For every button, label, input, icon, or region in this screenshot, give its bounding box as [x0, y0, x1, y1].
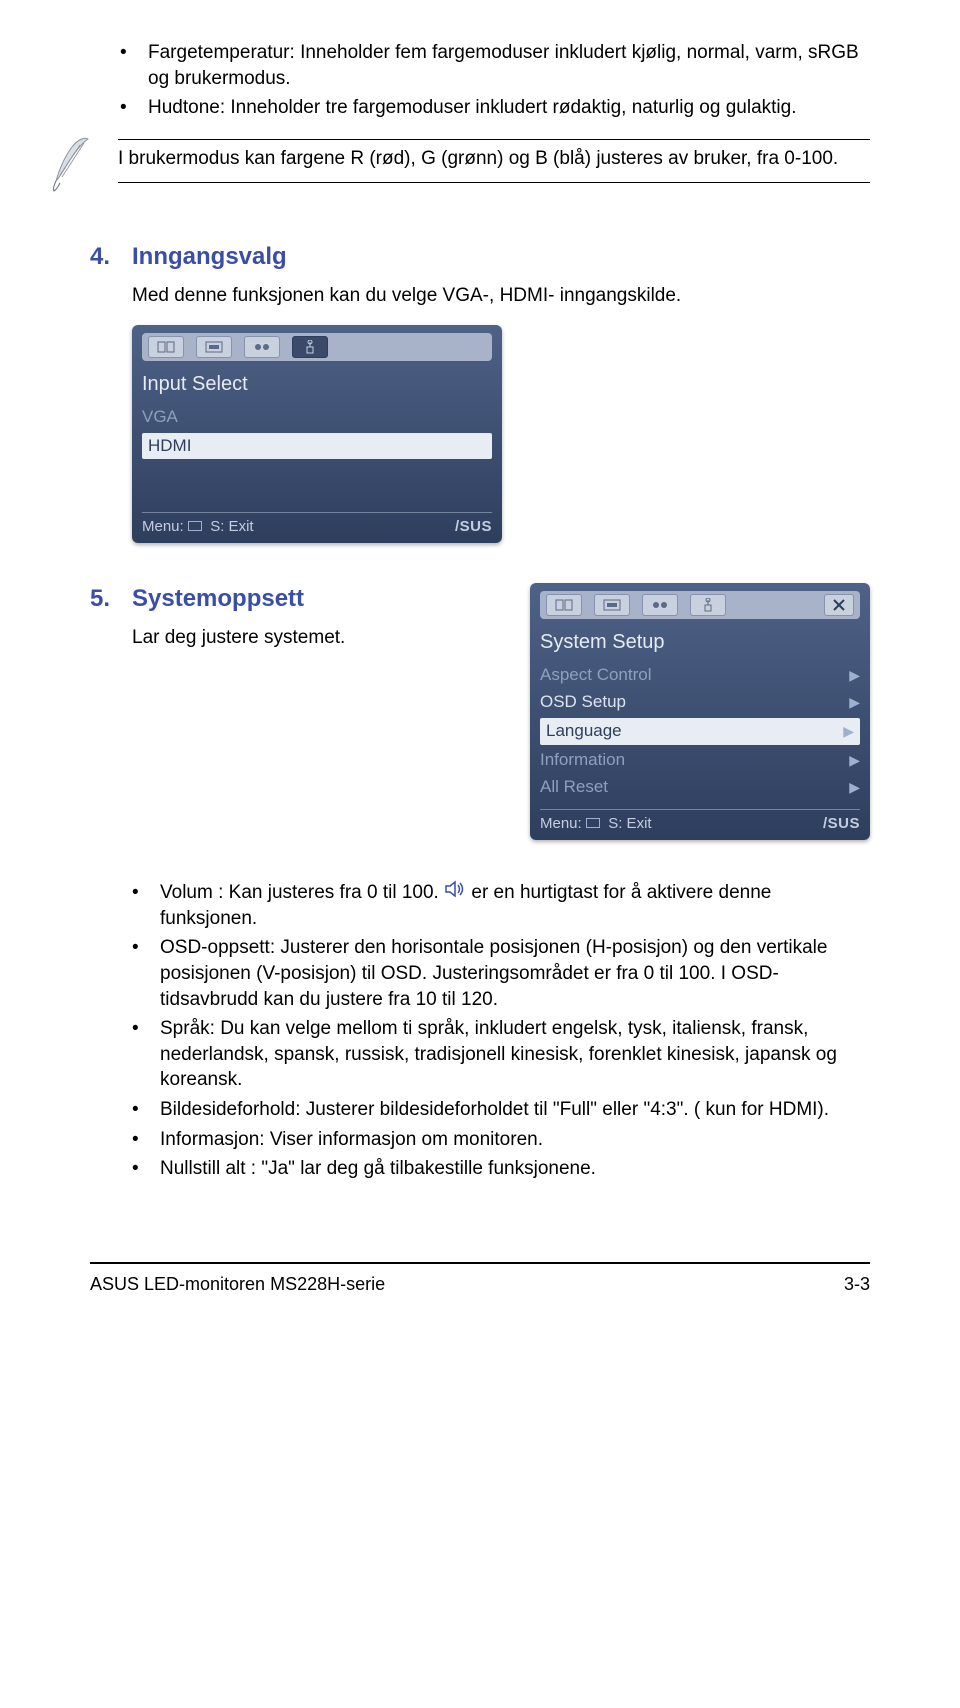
osd-item: Language▶	[540, 718, 860, 745]
osd-exit-label: S: Exit	[210, 518, 253, 535]
osd-tab-icon	[148, 336, 184, 358]
list-item: Informasjon: Viser informasjon om monito…	[132, 1127, 870, 1153]
note-block: I brukermodus kan fargene R (rød), G (gr…	[50, 139, 870, 201]
osd-menu-label: Menu:	[540, 815, 582, 832]
osd-tab-icon	[690, 594, 726, 616]
arrow-icon: ▶	[843, 722, 854, 741]
speaker-icon	[444, 880, 466, 906]
osd-tab-icon	[546, 594, 582, 616]
osd-tab-icon	[292, 336, 328, 358]
section5-heading: 5.Systemoppsett	[90, 583, 500, 615]
osd-footer: Menu: S: Exit /SUS	[540, 809, 860, 834]
osd-tab-row	[142, 333, 492, 361]
osd-tab-icon	[642, 594, 678, 616]
osd-menu-label: Menu:	[142, 518, 184, 535]
arrow-icon: ▶	[849, 666, 860, 685]
osd-close-icon	[824, 594, 854, 616]
arrow-icon: ▶	[849, 778, 860, 797]
page-footer: ASUS LED-monitoren MS228H-serie 3-3	[90, 1262, 870, 1296]
osd-panel-input: Input Select VGAHDMI Menu: S: Exit /SUS	[132, 325, 502, 543]
bottom-bullet-list: Volum : Kan justeres fra 0 til 100. er e…	[90, 880, 870, 1182]
section4-num: 4.	[90, 241, 132, 273]
list-item: OSD-oppsett: Justerer den horisontale po…	[132, 935, 870, 1012]
osd-item: VGA	[142, 404, 492, 431]
list-item: Språk: Du kan velge mellom ti språk, ink…	[132, 1016, 870, 1093]
top-bullet-list: Fargetemperatur: Inneholder fem fargemod…	[90, 40, 870, 121]
bullet-text: Volum : Kan justeres fra 0 til 100.	[160, 882, 444, 903]
list-item: Hudtone: Inneholder tre fargemoduser ink…	[120, 95, 870, 121]
section4-title: Inngangsvalg	[132, 243, 287, 270]
list-item: Nullstill alt : "Ja" lar deg gå tilbakes…	[132, 1156, 870, 1182]
osd-tab-icon	[196, 336, 232, 358]
osd-panel-system: System Setup Aspect Control▶OSD Setup▶La…	[530, 583, 870, 840]
osd-item: Information▶	[540, 747, 860, 774]
osd-exit-label: S: Exit	[608, 815, 651, 832]
section5-title: Systemoppsett	[132, 585, 304, 612]
osd2-title: System Setup	[540, 629, 860, 656]
list-item: Fargetemperatur: Inneholder fem fargemod…	[120, 40, 870, 91]
section5-num: 5.	[90, 583, 132, 615]
osd-item: OSD Setup▶	[540, 689, 860, 716]
osd-item: All Reset▶	[540, 774, 860, 801]
footer-left: ASUS LED-monitoren MS228H-serie	[90, 1272, 385, 1296]
osd-tab-icon	[244, 336, 280, 358]
osd-item: Aspect Control▶	[540, 662, 860, 689]
osd-tab-row	[540, 591, 860, 619]
osd-brand: /SUS	[455, 517, 492, 537]
osd-item: HDMI	[142, 433, 492, 460]
list-item: Bildesideforhold: Justerer bildesideforh…	[132, 1097, 870, 1123]
list-item: Volum : Kan justeres fra 0 til 100. er e…	[132, 880, 870, 931]
section4-heading: 4.Inngangsvalg	[90, 241, 870, 273]
arrow-icon: ▶	[849, 751, 860, 770]
section5-body: Lar deg justere systemet.	[90, 625, 500, 651]
osd-brand: /SUS	[823, 814, 860, 834]
feather-icon	[50, 133, 98, 201]
osd-footer: Menu: S: Exit /SUS	[142, 512, 492, 537]
note-text: I brukermodus kan fargene R (rød), G (gr…	[118, 139, 870, 183]
arrow-icon: ▶	[849, 693, 860, 712]
section4-body: Med denne funksjonen kan du velge VGA-, …	[90, 283, 870, 309]
osd1-title: Input Select	[142, 371, 492, 398]
osd-tab-icon	[594, 594, 630, 616]
footer-right: 3-3	[844, 1272, 870, 1296]
